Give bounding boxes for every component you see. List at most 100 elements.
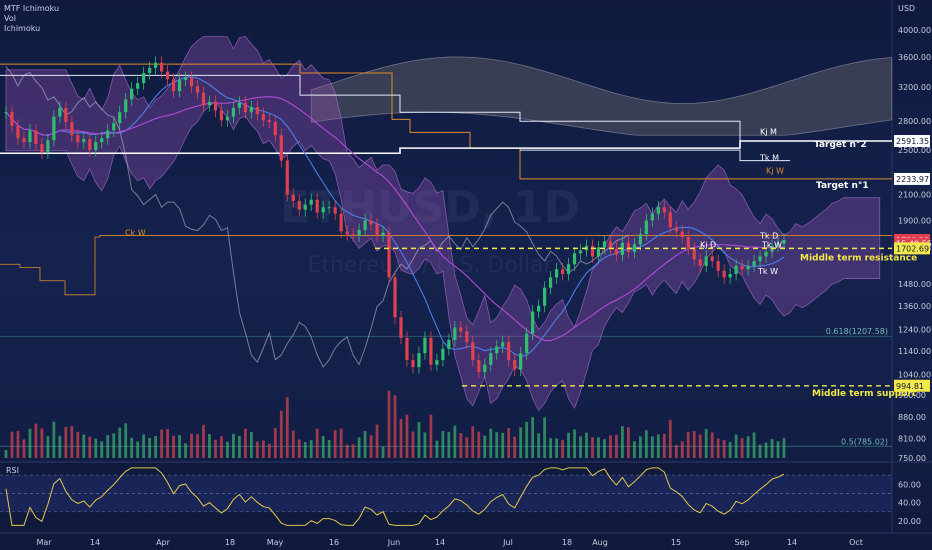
- x-tick-label: Aug: [592, 538, 608, 547]
- candle-body: [261, 113, 265, 121]
- volume-bar: [178, 435, 181, 458]
- weekly-kijun-line: [0, 63, 892, 180]
- candle-body: [249, 106, 253, 113]
- candle-body: [590, 245, 595, 257]
- volume-bar: [76, 431, 80, 458]
- candle-body: [644, 220, 648, 235]
- volume-bar: [638, 436, 642, 458]
- volume-bar: [58, 435, 62, 458]
- indicator-line-label: Tk W: [761, 240, 782, 249]
- candle-body: [441, 348, 445, 361]
- candle-body: [453, 327, 457, 340]
- volume-bar: [363, 430, 367, 458]
- volume-bar: [375, 424, 379, 458]
- candle-body: [339, 213, 343, 232]
- y-tick-label: 3600.00: [898, 53, 931, 62]
- volume-bar: [447, 431, 451, 458]
- candle-body: [285, 160, 289, 195]
- indicator-line-label: Ck W: [125, 229, 146, 238]
- volume-bar: [704, 429, 708, 458]
- candle-body: [213, 101, 218, 111]
- candle-body: [596, 247, 601, 257]
- candle-body: [160, 62, 164, 72]
- x-tick-label: 14: [90, 538, 100, 547]
- volume-bar: [674, 445, 678, 458]
- volume-bar: [220, 436, 223, 458]
- candle-body: [554, 269, 559, 278]
- volume-bar: [441, 430, 445, 458]
- candle-body: [710, 256, 714, 262]
- volume-bar: [10, 431, 14, 458]
- candle-body: [764, 251, 768, 257]
- x-tick-label: Mar: [36, 538, 52, 547]
- volume-bar: [249, 431, 253, 458]
- rsi-pane: [0, 463, 892, 533]
- volume-bar: [142, 434, 146, 458]
- y-tick-label: 880.00: [898, 413, 926, 422]
- candle-body: [429, 337, 433, 365]
- volume-bar: [573, 429, 576, 458]
- candle-body: [734, 265, 738, 275]
- candle-body: [776, 243, 780, 246]
- candle-body: [189, 77, 194, 87]
- y-tick-label: 3200.00: [898, 83, 931, 92]
- indicator-label-vol[interactable]: Vol: [4, 14, 16, 23]
- candle-body: [722, 270, 726, 278]
- volume-bar: [555, 438, 558, 458]
- indicator-line-label: Tk M: [759, 154, 779, 163]
- candle-body: [52, 116, 56, 141]
- candle-body: [507, 342, 511, 361]
- volume-bar: [495, 432, 499, 458]
- candle-body: [357, 229, 361, 236]
- candle-body: [58, 107, 62, 117]
- volume-bar: [202, 424, 205, 458]
- tenkan-sen-line: [5, 76, 785, 357]
- indicator-label-mtf-ichimoku[interactable]: MTF Ichimoku: [4, 4, 60, 13]
- rsi-label[interactable]: RSI: [6, 466, 19, 475]
- volume-bar: [214, 439, 217, 458]
- candle-body: [662, 207, 666, 213]
- candle-body: [519, 353, 523, 370]
- candle-body: [417, 353, 421, 368]
- x-tick-label: 15: [671, 538, 681, 547]
- candle-body: [525, 333, 529, 354]
- y-tick-label: 1140.00: [898, 347, 931, 356]
- y-tick-label: 1900.00: [898, 216, 931, 225]
- volume-bar: [561, 440, 564, 458]
- volume-bar: [417, 422, 421, 458]
- volume-bar: [303, 442, 307, 458]
- candle-body: [698, 259, 702, 266]
- x-tick-label: 18: [562, 538, 572, 547]
- x-tick-label: Jun: [387, 538, 401, 547]
- watermark-name: Ethereum / U.S. Dollar: [307, 253, 553, 278]
- x-tick-label: 14: [435, 538, 445, 547]
- candle-body: [393, 277, 397, 318]
- candle-body: [716, 261, 720, 271]
- candle-body: [136, 83, 140, 89]
- volume-bar: [477, 431, 481, 458]
- indicator-label-ichimoku[interactable]: Ichimoku: [4, 24, 41, 33]
- candle-body: [387, 232, 391, 278]
- candle-body: [130, 88, 134, 100]
- volume-bar: [172, 435, 175, 458]
- volume-bar: [88, 436, 92, 458]
- candle-body: [369, 220, 373, 225]
- volume-bar: [351, 444, 355, 458]
- candle-body: [201, 92, 206, 106]
- volume-bar: [411, 431, 415, 458]
- indicator-line-label: Kj D: [700, 240, 716, 249]
- volume-bar: [716, 438, 720, 458]
- volume-bar: [591, 437, 594, 458]
- candle-body: [668, 212, 672, 228]
- y-tick-label: 2500.00: [898, 146, 931, 155]
- candle-body: [746, 265, 750, 270]
- volume-bar: [255, 441, 259, 458]
- volume-bar: [339, 428, 343, 458]
- volume-bar: [627, 427, 630, 458]
- volume-bar: [136, 441, 140, 458]
- candle-body: [740, 265, 744, 270]
- volume-bar: [387, 390, 391, 458]
- price-tag-label: 2233.97: [896, 175, 929, 184]
- volume-bar: [208, 434, 211, 458]
